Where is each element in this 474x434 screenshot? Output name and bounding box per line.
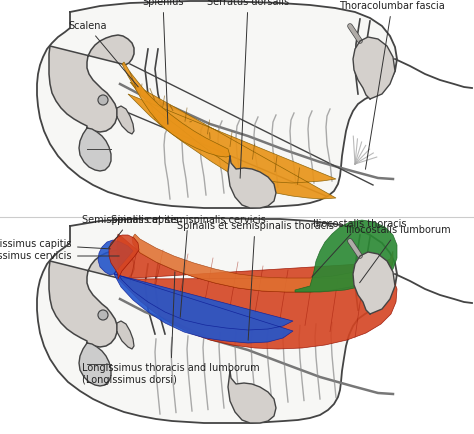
- Polygon shape: [295, 220, 397, 292]
- Text: Longissimus cervicis: Longissimus cervicis: [0, 251, 119, 261]
- Circle shape: [98, 95, 108, 105]
- Polygon shape: [37, 218, 397, 423]
- Text: Spinalis et semispinalis thoracis: Spinalis et semispinalis thoracis: [176, 221, 333, 340]
- Polygon shape: [228, 371, 276, 423]
- Text: Scalena: Scalena: [68, 21, 138, 87]
- Polygon shape: [132, 234, 393, 292]
- Text: Serratus dorsalis: Serratus dorsalis: [207, 0, 289, 178]
- Polygon shape: [49, 35, 134, 132]
- Text: Splenius: Splenius: [142, 0, 184, 124]
- Polygon shape: [122, 62, 230, 157]
- Text: Iliocostalis thoracis: Iliocostalis thoracis: [312, 219, 407, 277]
- Polygon shape: [117, 321, 134, 349]
- Polygon shape: [128, 82, 336, 199]
- Text: Iliocostalis lumborum: Iliocostalis lumborum: [346, 225, 450, 283]
- Text: Thoracolumbar fascia: Thoracolumbar fascia: [339, 1, 445, 169]
- Text: Longissimus thoracis and lumborum
(Longissimus dorsi): Longissimus thoracis and lumborum (Longi…: [82, 272, 260, 385]
- Polygon shape: [228, 156, 276, 208]
- Polygon shape: [98, 240, 133, 275]
- Polygon shape: [117, 234, 397, 349]
- Text: Spinalis et semispinalis cervicis: Spinalis et semispinalis cervicis: [110, 215, 265, 317]
- Circle shape: [98, 310, 108, 320]
- Polygon shape: [109, 235, 139, 279]
- Polygon shape: [353, 252, 395, 314]
- Text: Longissimus capitis: Longissimus capitis: [0, 239, 110, 249]
- Polygon shape: [37, 1, 397, 208]
- Polygon shape: [117, 106, 134, 134]
- Polygon shape: [49, 250, 134, 347]
- Polygon shape: [353, 37, 395, 99]
- Polygon shape: [79, 128, 111, 171]
- Polygon shape: [114, 271, 293, 343]
- Polygon shape: [79, 343, 111, 386]
- Text: Semispinalis capitis: Semispinalis capitis: [82, 215, 179, 248]
